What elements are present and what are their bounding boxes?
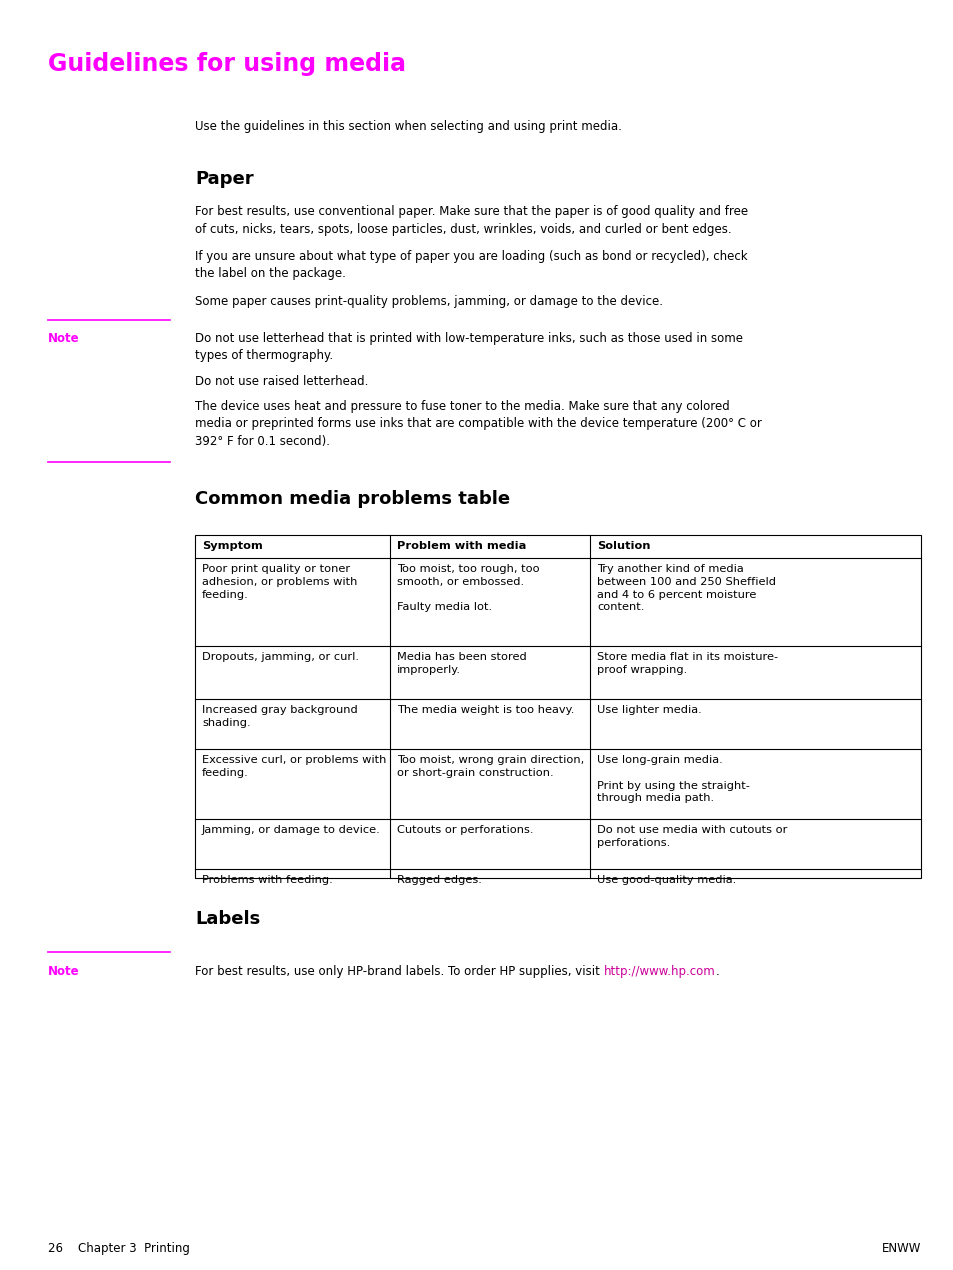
Text: Ragged edges.: Ragged edges. bbox=[396, 875, 481, 885]
Text: Do not use media with cutouts or
perforations.: Do not use media with cutouts or perfora… bbox=[597, 826, 786, 848]
Text: Use good-quality media.: Use good-quality media. bbox=[597, 875, 736, 885]
Text: Common media problems table: Common media problems table bbox=[194, 490, 510, 508]
Text: Too moist, wrong grain direction,
or short-grain construction.: Too moist, wrong grain direction, or sho… bbox=[396, 754, 583, 777]
Text: For best results, use conventional paper. Make sure that the paper is of good qu: For best results, use conventional paper… bbox=[194, 204, 747, 235]
Text: Symptom: Symptom bbox=[202, 541, 262, 551]
Text: Jamming, or damage to device.: Jamming, or damage to device. bbox=[202, 826, 380, 834]
Text: Solution: Solution bbox=[597, 541, 650, 551]
Text: Increased gray background
shading.: Increased gray background shading. bbox=[202, 705, 357, 728]
Text: For best results, use only HP-brand labels. To order HP supplies, visit: For best results, use only HP-brand labe… bbox=[194, 965, 603, 978]
Text: ENWW: ENWW bbox=[881, 1242, 920, 1255]
Text: Try another kind of media
between 100 and 250 Sheffield
and 4 to 6 percent moist: Try another kind of media between 100 an… bbox=[597, 564, 775, 612]
Text: Use long-grain media.

Print by using the straight-
through media path.: Use long-grain media. Print by using the… bbox=[597, 754, 749, 804]
Text: Store media flat in its moisture-
proof wrapping.: Store media flat in its moisture- proof … bbox=[597, 652, 778, 674]
Text: Use the guidelines in this section when selecting and using print media.: Use the guidelines in this section when … bbox=[194, 119, 621, 133]
Text: Some paper causes print-quality problems, jamming, or damage to the device.: Some paper causes print-quality problems… bbox=[194, 295, 662, 309]
Text: Do not use raised letterhead.: Do not use raised letterhead. bbox=[194, 375, 368, 389]
Bar bbox=[194, 535, 920, 878]
Text: Dropouts, jamming, or curl.: Dropouts, jamming, or curl. bbox=[202, 652, 358, 662]
Text: If you are unsure about what type of paper you are loading (such as bond or recy: If you are unsure about what type of pap… bbox=[194, 250, 747, 281]
Text: Too moist, too rough, too
smooth, or embossed.

Faulty media lot.: Too moist, too rough, too smooth, or emb… bbox=[396, 564, 539, 612]
Text: Media has been stored
improperly.: Media has been stored improperly. bbox=[396, 652, 526, 674]
Text: The device uses heat and pressure to fuse toner to the media. Make sure that any: The device uses heat and pressure to fus… bbox=[194, 400, 761, 448]
Text: .: . bbox=[715, 965, 719, 978]
Text: Problem with media: Problem with media bbox=[396, 541, 526, 551]
Text: http://www.hp.com: http://www.hp.com bbox=[603, 965, 715, 978]
Text: Note: Note bbox=[48, 331, 79, 345]
Text: Excessive curl, or problems with
feeding.: Excessive curl, or problems with feeding… bbox=[202, 754, 386, 777]
Text: 26    Chapter 3  Printing: 26 Chapter 3 Printing bbox=[48, 1242, 190, 1255]
Text: Labels: Labels bbox=[194, 911, 260, 928]
Text: Use lighter media.: Use lighter media. bbox=[597, 705, 701, 715]
Text: Guidelines for using media: Guidelines for using media bbox=[48, 52, 406, 76]
Text: Paper: Paper bbox=[194, 170, 253, 188]
Text: Cutouts or perforations.: Cutouts or perforations. bbox=[396, 826, 533, 834]
Text: Note: Note bbox=[48, 965, 79, 978]
Text: Poor print quality or toner
adhesion, or problems with
feeding.: Poor print quality or toner adhesion, or… bbox=[202, 564, 357, 599]
Text: Problems with feeding.: Problems with feeding. bbox=[202, 875, 333, 885]
Text: Do not use letterhead that is printed with low-temperature inks, such as those u: Do not use letterhead that is printed wi… bbox=[194, 331, 742, 362]
Text: The media weight is too heavy.: The media weight is too heavy. bbox=[396, 705, 574, 715]
